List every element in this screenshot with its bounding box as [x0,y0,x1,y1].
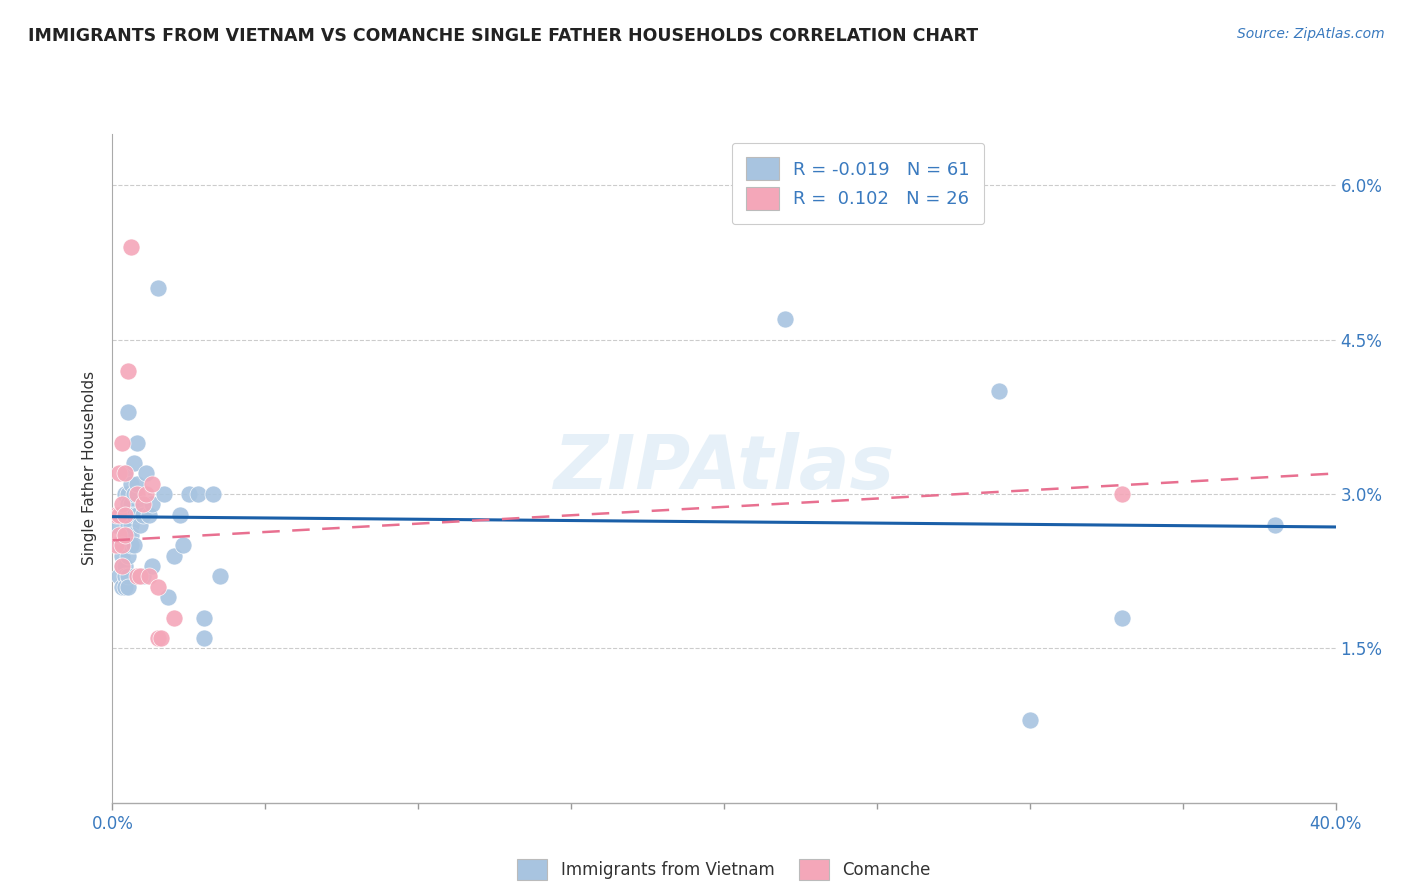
Point [117,487,139,501]
Point [117,363,139,377]
Text: Source: ZipAtlas.com: Source: ZipAtlas.com [1237,27,1385,41]
Point [111,497,134,511]
Point [114,487,136,501]
Point [111,559,134,574]
Point [148,631,170,645]
Point [120,476,142,491]
Point [114,467,136,481]
Point [117,569,139,583]
Point [111,539,134,553]
Point [141,559,163,574]
Point [120,497,142,511]
Point [156,590,179,604]
Point [107,508,129,522]
Point [775,312,797,326]
Point [117,539,139,553]
Point [125,508,148,522]
Text: ZIPAtlas: ZIPAtlas [554,432,894,505]
Point [1111,610,1133,624]
Point [111,508,134,522]
Point [107,467,129,481]
Point [148,281,170,295]
Point [111,549,134,563]
Point [1264,517,1286,532]
Point [114,508,136,522]
Point [988,384,1011,398]
Point [107,539,129,553]
Point [120,240,142,254]
Point [208,569,231,583]
Point [129,569,152,583]
Point [125,476,148,491]
Point [141,476,163,491]
Point [104,508,127,522]
Point [114,467,136,481]
Point [163,549,186,563]
Point [122,487,145,501]
Point [135,487,157,501]
Point [169,508,191,522]
Point [132,569,155,583]
Point [177,487,200,501]
Point [132,497,155,511]
Point [104,539,127,553]
Point [111,580,134,594]
Point [104,517,127,532]
Point [122,539,145,553]
Point [163,610,186,624]
Point [117,497,139,511]
Point [117,549,139,563]
Point [1111,487,1133,501]
Point [132,497,155,511]
Point [111,559,134,574]
Point [114,508,136,522]
Point [187,487,209,501]
Point [125,435,148,450]
Point [114,569,136,583]
Point [1018,714,1040,728]
Point [132,508,155,522]
Point [138,508,160,522]
Point [202,487,225,501]
Point [129,517,152,532]
Point [114,528,136,542]
Point [117,528,139,542]
Point [114,528,136,542]
Point [153,487,176,501]
Point [114,580,136,594]
Point [120,539,142,553]
Point [120,508,142,522]
Point [117,405,139,419]
Point [122,456,145,470]
Text: IMMIGRANTS FROM VIETNAM VS COMANCHE SINGLE FATHER HOUSEHOLDS CORRELATION CHART: IMMIGRANTS FROM VIETNAM VS COMANCHE SING… [28,27,979,45]
Point [125,487,148,501]
Point [135,467,157,481]
Point [193,631,215,645]
Point [125,569,148,583]
Point [114,559,136,574]
Point [107,528,129,542]
Legend: Immigrants from Vietnam, Comanche: Immigrants from Vietnam, Comanche [506,847,942,891]
Point [150,631,173,645]
Point [141,497,163,511]
Point [117,517,139,532]
Point [120,528,142,542]
Point [107,569,129,583]
Y-axis label: Single Father Households: Single Father Households [82,371,97,566]
Point [148,580,170,594]
Point [193,610,215,624]
Point [138,569,160,583]
Point [111,435,134,450]
Point [122,508,145,522]
Point [117,580,139,594]
Point [120,517,142,532]
Point [172,539,194,553]
